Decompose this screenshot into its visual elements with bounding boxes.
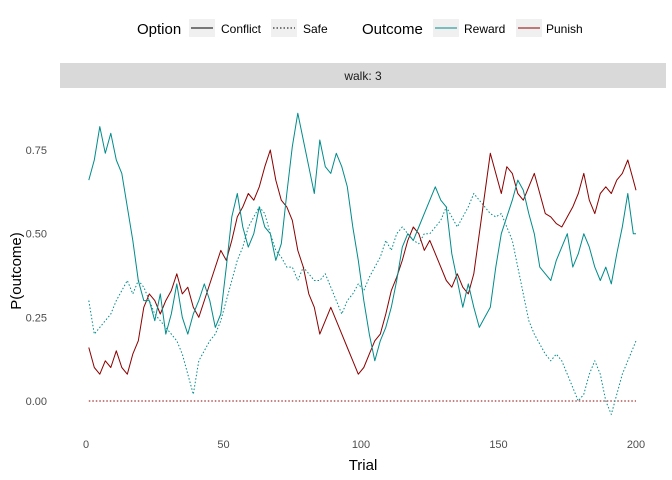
legend-title-option: Option [137,21,181,38]
legend-label-conflict: Conflict [221,22,262,36]
series-layer [88,112,637,415]
x-axis: 0 50 100 150 200 [83,439,645,451]
legend: Option Conflict Safe Outcome Reward Puni… [137,19,583,38]
facet-strip [60,63,666,88]
legend-label-punish: Punish [546,22,583,36]
x-tick-label: 150 [489,439,507,451]
y-axis-title: P(outcome) [8,232,25,310]
y-tick-label: 0.75 [26,145,47,157]
series-line-safe-reward [88,193,637,415]
y-tick-label: 0.50 [26,229,47,241]
x-tick-label: 50 [217,439,229,451]
x-tick-label: 200 [627,439,645,451]
y-tick-label: 0.00 [26,396,47,408]
series-line-conflict-reward [88,112,636,362]
legend-label-reward: Reward [464,22,505,36]
y-axis: 0.00 0.25 0.50 0.75 [26,145,47,408]
x-axis-title: Trial [349,457,378,474]
legend-label-safe: Safe [303,22,328,36]
series-line-conflict-punish [88,149,637,375]
legend-title-outcome: Outcome [362,21,423,38]
x-tick-label: 100 [352,439,370,451]
x-tick-label: 0 [83,439,89,451]
y-tick-label: 0.25 [26,312,47,324]
facet-strip-label: walk: 3 [343,69,382,83]
